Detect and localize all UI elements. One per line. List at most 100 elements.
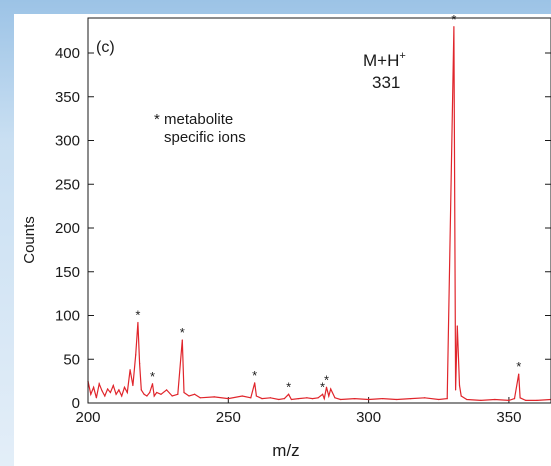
data-point (194, 393, 196, 395)
data-point (101, 390, 103, 392)
metabolite-star-marker: * (150, 369, 155, 384)
data-point (460, 395, 462, 397)
data-point (151, 383, 154, 385)
metabolite-star-marker: * (180, 325, 185, 340)
data-point (261, 398, 263, 400)
data-point (132, 384, 134, 387)
data-point (139, 363, 141, 365)
data-point (165, 389, 168, 391)
data-point (181, 339, 183, 341)
x-axis-label: m/z (272, 441, 299, 460)
y-tick-label: 50 (63, 351, 80, 368)
metabolite-star-marker: * (320, 379, 325, 394)
metabolite-star-marker: * (286, 379, 291, 394)
peak-label-superscript: + (399, 50, 405, 62)
data-point (183, 391, 185, 394)
data-point (311, 398, 314, 400)
data-point (396, 398, 398, 401)
data-point (424, 397, 426, 399)
data-point (438, 398, 440, 401)
spectrum-series (87, 26, 551, 402)
y-tick-labels: 0 50 100 150 200 250 300 350 400 (55, 45, 80, 412)
data-point (213, 396, 215, 398)
data-point (112, 384, 114, 387)
data-point (480, 399, 482, 401)
data-point (466, 398, 468, 401)
data-point (188, 395, 190, 397)
data-point (129, 369, 131, 371)
y-tick-label: 250 (55, 176, 80, 193)
data-point (334, 397, 336, 399)
data-point (156, 391, 158, 394)
legend-note-line2: specific ions (164, 129, 246, 146)
data-point (525, 399, 527, 401)
data-point (107, 388, 109, 390)
data-point (323, 398, 325, 400)
y-axis-label: Counts (21, 216, 38, 264)
x-tick-label: 250 (216, 409, 241, 426)
data-point (153, 395, 155, 397)
data-point (227, 398, 229, 400)
legend-note-line1: * metabolite (154, 111, 233, 128)
chart-panel: * * * * * * * * * 200 250 300 350 0 50 100 150 200 250 30… (14, 14, 551, 466)
data-point (269, 397, 271, 399)
data-point (278, 398, 280, 401)
data-point (456, 325, 458, 327)
peak-label-main: M+H (363, 51, 399, 70)
data-point (109, 391, 112, 394)
data-point (330, 388, 332, 390)
data-point (140, 389, 142, 391)
x-tick-label: 350 (496, 409, 521, 426)
metabolite-star-marker: * (451, 14, 456, 27)
data-point (121, 395, 123, 397)
data-point (317, 397, 319, 399)
x-tick-label: 300 (356, 409, 381, 426)
panel-label: (c) (96, 39, 115, 56)
data-point (328, 395, 330, 397)
data-point (199, 397, 201, 399)
data-point (255, 395, 257, 397)
y-tick-label: 0 (72, 395, 80, 412)
data-point (508, 399, 510, 401)
x-tick-labels: 200 250 300 350 (75, 409, 521, 426)
data-point (104, 395, 106, 397)
data-point (118, 389, 120, 391)
data-point (149, 391, 151, 394)
data-point (519, 397, 521, 399)
data-point (283, 398, 286, 400)
data-point (254, 382, 256, 384)
data-point (494, 398, 496, 401)
y-tick-label: 400 (55, 45, 80, 62)
mass-spectrum-chart: ***** **** 200 250 300 350 05010015020025030… (21, 14, 551, 460)
data-point (250, 397, 252, 399)
data-point (98, 383, 100, 385)
data-point (453, 26, 455, 28)
data-point (368, 398, 370, 401)
data-point (321, 393, 324, 395)
data-point (518, 373, 520, 375)
data-point (90, 393, 92, 395)
metabolite-star-marker: * (516, 359, 521, 374)
data-point (325, 386, 328, 388)
data-point (513, 398, 516, 400)
data-point (137, 321, 139, 324)
x-tick-label: 200 (75, 409, 100, 426)
peak-label-mass: 331 (372, 73, 400, 92)
data-point (288, 393, 290, 395)
data-point (143, 393, 145, 395)
data-point (123, 386, 126, 388)
y-tick-label: 150 (55, 264, 80, 281)
data-point (454, 389, 457, 391)
data-point (297, 398, 300, 400)
starred-peaks: ***** **** (135, 14, 521, 394)
data-point (177, 393, 179, 395)
data-point (146, 395, 148, 397)
data-point (135, 354, 137, 356)
data-point (93, 386, 95, 388)
data-point (171, 395, 173, 397)
data-point (339, 398, 342, 401)
data-point (290, 398, 293, 401)
y-tick-label: 300 (55, 133, 80, 150)
data-point (353, 398, 356, 400)
peak-label: M+H+ (363, 50, 406, 70)
